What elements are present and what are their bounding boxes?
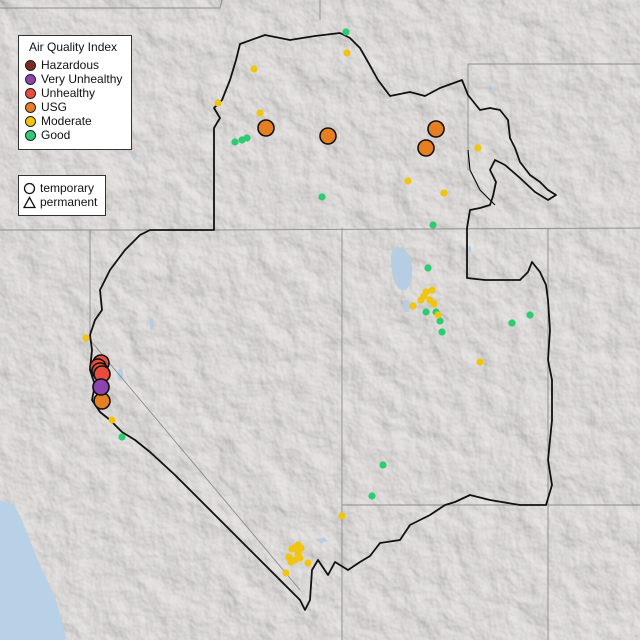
monitor-marker-good xyxy=(318,193,326,201)
legend-label: Hazardous xyxy=(41,58,100,72)
monitor-marker-moderate xyxy=(214,99,222,107)
circle-icon xyxy=(23,182,36,194)
monitor-marker-good xyxy=(368,492,376,500)
monitor-marker-moderate xyxy=(404,177,412,185)
monitor-marker-moderate xyxy=(282,569,290,577)
monitor-marker-good xyxy=(508,319,516,327)
monitor-marker-good xyxy=(436,317,444,325)
legend-label: temporary xyxy=(40,181,95,195)
monitor-marker-moderate xyxy=(428,286,436,294)
monitor-marker-good xyxy=(438,328,446,336)
legend-item-very-unhealthy: Very Unhealthy xyxy=(25,72,122,86)
legend-item-moderate: Moderate xyxy=(25,114,122,128)
monitor-marker-moderate xyxy=(409,302,417,310)
triangle-icon xyxy=(23,195,36,208)
hazardous-swatch xyxy=(25,59,36,71)
region-inner-border xyxy=(467,149,496,206)
monitor-marker-good xyxy=(424,264,432,272)
legend-item-temporary: temporary xyxy=(23,181,97,195)
monitor-marker-good xyxy=(379,461,387,469)
monitor-marker-good xyxy=(231,138,239,146)
bear-lake xyxy=(467,245,472,253)
legend-label: Moderate xyxy=(41,114,92,128)
monitor-marker-usg xyxy=(319,127,337,145)
lake-mead xyxy=(316,537,327,543)
monitor-marker-moderate xyxy=(343,49,351,57)
legend-item-good: Good xyxy=(25,128,122,142)
monitor-markers xyxy=(82,28,534,577)
legend-title: Air Quality Index xyxy=(29,40,118,54)
great-salt-lake xyxy=(391,247,413,291)
monitor-marker-moderate xyxy=(256,109,264,117)
legend-label: Good xyxy=(41,128,71,142)
monitor-marker-moderate xyxy=(297,544,305,552)
usg-swatch xyxy=(25,101,36,113)
good-swatch xyxy=(25,129,36,141)
monitor-marker-very-unhealthy xyxy=(92,378,110,396)
monitor-marker-good xyxy=(342,28,350,36)
legend-item-unhealthy: Unhealthy xyxy=(25,86,122,100)
monitor-marker-moderate xyxy=(287,558,295,566)
reservoir-2 xyxy=(490,87,496,91)
monitor-marker-moderate xyxy=(82,334,90,342)
monitor-marker-good xyxy=(118,433,126,441)
legend-label: permanent xyxy=(40,195,98,209)
monitor-marker-usg xyxy=(417,139,435,157)
monitor-marker-good xyxy=(422,308,430,316)
monitor-marker-moderate xyxy=(476,358,484,366)
monitor-marker-moderate xyxy=(250,65,258,73)
monitor-marker-moderate xyxy=(474,144,482,152)
legend-item-permanent: permanent xyxy=(23,195,97,209)
utah-lake xyxy=(402,299,410,313)
monitor-marker-moderate xyxy=(304,559,312,567)
monitor-marker-moderate xyxy=(338,512,346,520)
monitor-marker-moderate xyxy=(417,296,425,304)
legend-label: Unhealthy xyxy=(41,86,96,100)
monitor-marker-usg xyxy=(257,119,275,137)
monitor-marker-good xyxy=(429,221,437,229)
monitor-marker-good xyxy=(243,134,251,142)
legend-item-hazardous: Hazardous xyxy=(25,58,122,72)
reservoir-1 xyxy=(130,155,136,160)
monitor-marker-moderate xyxy=(434,311,442,319)
moderate-swatch xyxy=(25,115,36,127)
ocean xyxy=(0,500,66,640)
aqi-legend: Air Quality Index Hazardous Very Unhealt… xyxy=(18,35,132,150)
legend-label: Very Unhealthy xyxy=(41,72,123,86)
monitor-marker-good xyxy=(526,311,534,319)
region-boundary xyxy=(89,32,557,611)
monitor-marker-moderate xyxy=(108,416,116,424)
monitor-marker-moderate xyxy=(422,288,430,296)
pyramid-lake xyxy=(149,318,155,330)
legend-item-usg: USG xyxy=(25,100,122,114)
very-unhealthy-swatch xyxy=(25,73,36,85)
monitor-type-legend: temporary permanent xyxy=(18,175,106,216)
unhealthy-swatch xyxy=(25,87,36,99)
monitor-marker-moderate xyxy=(296,554,304,562)
monitor-marker-usg xyxy=(427,120,445,138)
monitor-marker-moderate xyxy=(430,300,438,308)
monitor-marker-moderate xyxy=(440,189,448,197)
legend-label: USG xyxy=(41,100,68,114)
